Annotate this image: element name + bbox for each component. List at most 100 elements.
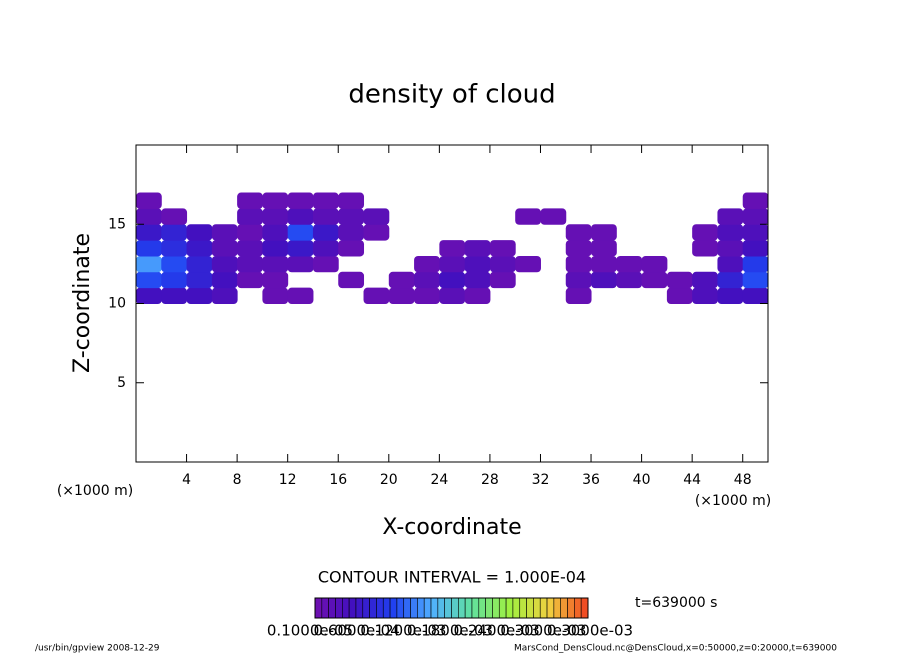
colorbar-swatch	[485, 597, 493, 619]
cell	[312, 255, 339, 273]
cell	[692, 224, 718, 241]
cell	[439, 240, 466, 257]
colorbar-swatch	[430, 597, 439, 619]
x-tick-label: 8	[233, 472, 242, 488]
colorbar-swatch	[314, 597, 323, 619]
cell	[742, 192, 769, 209]
colorbar-swatch	[376, 597, 384, 619]
cell	[186, 271, 213, 289]
colorbar-swatch	[410, 597, 418, 619]
colorbar-swatch	[341, 597, 350, 619]
cell	[692, 287, 718, 304]
cell	[439, 255, 466, 273]
colorbar-label: 0.3000e-03	[500, 622, 586, 640]
cell	[591, 255, 617, 273]
cell	[161, 224, 188, 241]
y-tick-label: 15	[108, 216, 126, 232]
x-tick-label: 32	[532, 472, 550, 488]
colorbar-swatch	[403, 597, 411, 619]
cell	[237, 240, 263, 257]
cell	[237, 255, 263, 273]
cell	[186, 224, 213, 241]
cell	[565, 287, 592, 304]
colorbar-swatch	[382, 597, 391, 619]
cell	[363, 224, 390, 241]
cell	[464, 287, 491, 304]
colorbar-swatch	[396, 597, 405, 619]
cell	[287, 224, 314, 241]
cell	[211, 271, 238, 289]
cell	[312, 208, 339, 225]
x-tick-label: 4	[182, 472, 191, 488]
cell	[489, 240, 516, 257]
x-tick-label: 12	[279, 472, 297, 488]
x-tick-label: 16	[329, 472, 347, 488]
cell	[237, 208, 263, 225]
cell	[262, 224, 289, 241]
cell	[464, 240, 491, 257]
cell	[717, 208, 744, 225]
cell	[136, 255, 162, 273]
cell	[439, 287, 466, 304]
colorbar-swatch	[492, 597, 500, 619]
x-tick-label: 20	[380, 472, 398, 488]
colorbar-swatch	[362, 597, 370, 619]
cell	[136, 192, 162, 209]
cell	[136, 224, 162, 241]
cell	[262, 287, 289, 304]
cell	[211, 224, 238, 241]
cell	[237, 192, 263, 209]
colorbar-label: 0.1800e-03	[407, 622, 493, 640]
cell	[464, 271, 491, 289]
colorbar-swatch	[553, 597, 561, 619]
cell	[287, 287, 314, 304]
colorbar-label: 0.2400e-03	[454, 622, 540, 640]
y-axis-label: Z-coordinate	[70, 233, 95, 373]
cell	[742, 224, 769, 241]
colorbar-swatch	[328, 597, 336, 619]
cell	[717, 224, 744, 241]
cell	[717, 271, 744, 289]
colorbar-swatch	[335, 597, 343, 619]
cell	[717, 240, 744, 257]
cell	[565, 240, 592, 257]
colorbar-swatch	[567, 597, 575, 619]
cell	[489, 255, 516, 273]
cell	[262, 208, 289, 225]
colorbar-swatch	[505, 597, 514, 619]
cell	[262, 271, 289, 289]
cell	[591, 240, 617, 257]
colorbar-swatch	[444, 597, 452, 619]
cell	[186, 287, 213, 304]
colorbar-swatch	[574, 597, 582, 619]
colorbar-swatch	[389, 597, 398, 619]
colorbar-swatch	[560, 597, 568, 619]
cell	[742, 255, 769, 273]
cell	[565, 255, 592, 273]
cell	[515, 208, 541, 225]
y-tick-label: 10	[108, 296, 126, 312]
cell	[211, 255, 238, 273]
cell	[717, 255, 744, 273]
cell	[287, 240, 314, 257]
cell	[666, 287, 693, 304]
colorbar-swatch	[458, 597, 466, 619]
cell	[161, 240, 188, 257]
cell	[641, 271, 668, 289]
colorbar-label: 0.6000e-04	[314, 622, 400, 640]
colorbar-swatch	[451, 597, 459, 619]
cell	[211, 287, 238, 304]
x-unit-left: (×1000 m)	[57, 483, 133, 499]
cell	[616, 255, 643, 273]
cell	[186, 255, 213, 273]
cell	[136, 208, 162, 225]
cell	[287, 255, 314, 273]
colorbar-frame	[314, 597, 589, 619]
cell	[616, 271, 643, 289]
cell	[161, 287, 188, 304]
cell	[237, 224, 263, 241]
time-label: t=639000 s	[635, 595, 717, 611]
colorbar-swatch	[533, 597, 541, 619]
colorbar-swatch	[417, 597, 425, 619]
